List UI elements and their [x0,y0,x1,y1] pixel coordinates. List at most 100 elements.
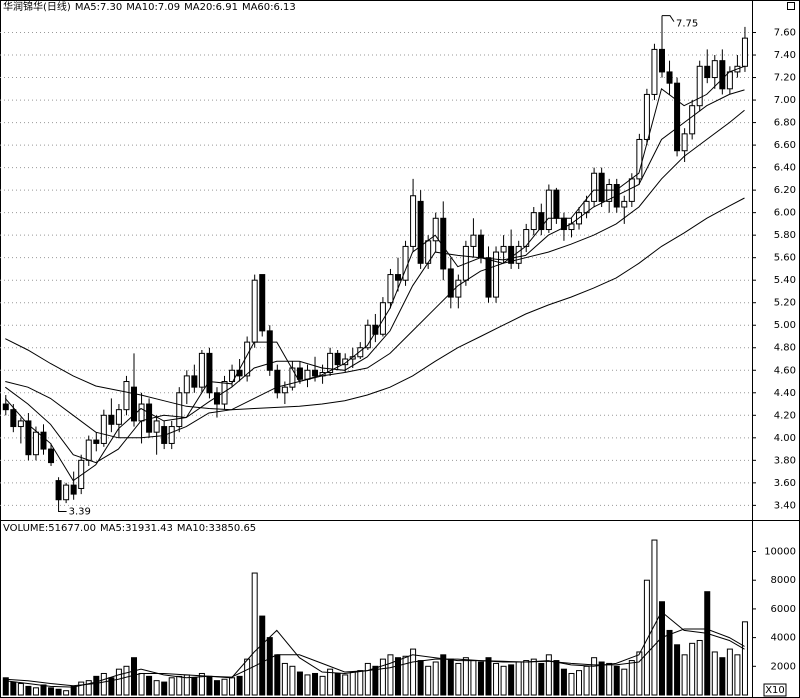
candle-body [515,245,522,264]
volume-bar [40,684,47,696]
candle-body [598,172,605,202]
y-tick-label: 2000 [771,661,796,672]
volume-bar [266,637,273,696]
candle-body [553,189,560,219]
candle-body [70,484,77,495]
candle-body [206,352,213,394]
volume-bar [221,678,228,696]
candle-body [387,274,394,304]
candle-body [500,245,507,253]
candle-body [432,217,439,242]
volume-bar [327,668,334,696]
y-tick-label: 8000 [771,575,796,586]
volume-bar [334,672,341,696]
volume-bar [17,683,24,696]
volume-bar [591,657,598,696]
legend-entry: MA5:31931.43 [100,523,173,534]
volume-bar [719,657,726,696]
window-icon[interactable] [787,2,795,10]
volume-bar [432,661,439,696]
candle-body [357,347,364,358]
unit-box [763,683,787,697]
unit-label: X10 [765,685,785,696]
volume-bar [734,654,741,696]
y-tick-label: 3.60 [774,478,796,489]
candle-body [719,60,726,90]
volume-bar [741,621,748,696]
volume-bar [711,651,718,696]
candle-body [372,324,379,335]
volume-bar [274,654,281,696]
volume-bar [523,660,530,696]
ma-line [5,611,745,688]
annotation-leader [661,15,675,22]
candle-body [85,439,92,461]
candle-body [342,358,349,366]
volume-bar [312,672,319,696]
volume-bar [576,670,583,696]
volume-bar [85,680,92,696]
volume-bar [176,675,183,696]
volume-bar [229,677,236,696]
candle-body [281,386,288,394]
volume-bar [32,687,39,696]
volume-bar [63,690,70,696]
candle-body [493,251,500,298]
volume-bar [410,648,417,696]
y-tick-label: 6000 [771,604,796,615]
volume-bar [296,671,303,696]
volume-bar [658,601,665,696]
volume-bar [244,658,251,696]
y-tick-label: 5.20 [774,298,796,309]
candle-body [606,184,613,202]
candle-body [168,426,175,444]
volume-bar [372,665,379,696]
volume-bar [440,654,447,696]
candle-body [651,48,658,95]
candle-body [48,448,55,464]
legend-entry: MA20:6.91 [184,2,238,13]
y-tick-label: 7.20 [774,73,796,84]
ma-line [5,109,745,439]
volume-bar [508,664,515,696]
candle-body [417,200,424,264]
volume-bar [394,657,401,696]
volume-bar [643,579,650,696]
volume-bar [553,660,560,696]
candle-body [25,420,32,456]
candle-body [289,367,296,388]
volume-bar [259,615,266,696]
volume-bar [342,674,349,696]
candle-body [191,375,198,388]
volume-bar [598,661,605,696]
volume-bar [78,681,85,696]
y-tick-label: 5.80 [774,230,796,241]
candle-body [674,82,681,152]
volume-bar [2,677,9,696]
y-tick-label: 4.80 [774,343,796,354]
volume-bar [470,660,477,696]
y-tick-label: 7.00 [774,95,796,106]
legend-entry: MA60:6.13 [242,2,296,13]
volume-bar [583,665,590,696]
candle-body [711,60,718,79]
ma-line [5,89,745,464]
volume-bar [387,654,394,696]
volume-bar [198,672,205,696]
volume-bar [689,642,696,696]
y-tick-label: 6.40 [774,163,796,174]
candle-body [477,234,484,259]
annotation-leader [58,506,67,512]
candle-body [123,381,130,411]
y-tick-label: 5.40 [774,275,796,286]
volume-bar [651,539,658,696]
volume-bar [477,661,484,696]
volume-bar [93,675,100,696]
volume-bar [146,675,153,696]
volume-bar [319,675,326,696]
volume-bar [628,660,635,696]
volume-bar [613,665,620,696]
ma-line [5,197,745,411]
volume-bar [674,644,681,696]
y-tick-label: 5.60 [774,253,796,264]
